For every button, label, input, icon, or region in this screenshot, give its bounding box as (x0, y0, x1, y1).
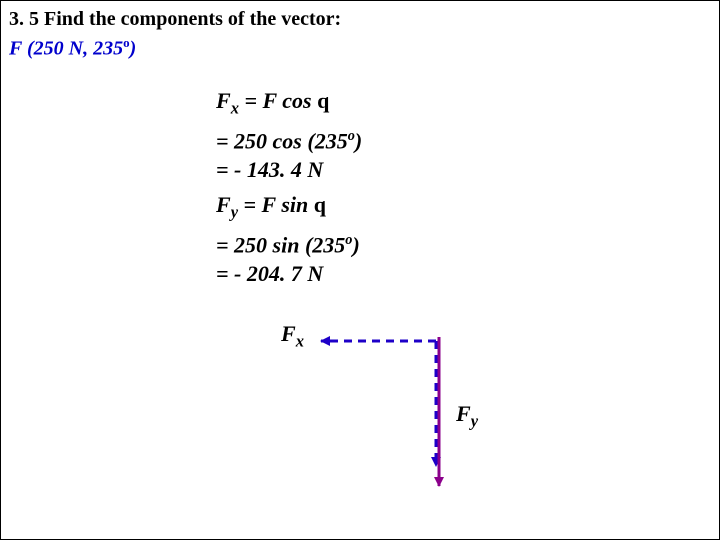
fx-block: Fx = F cos q = 250 cos (235o) = - 143. 4… (216, 87, 362, 184)
fy-F: F (216, 192, 231, 217)
vector-diagram: Fx Fy (261, 311, 521, 521)
fy-block: Fy = F sin q = 250 sin (235o) = - 204. 7… (216, 191, 360, 288)
fx-line-1: Fx = F cos q (216, 87, 362, 122)
problem-number: 3. 5 (9, 8, 39, 30)
problem-header: 3. 5 Find the components of the vector: … (9, 7, 341, 61)
fx-F: F (216, 88, 231, 113)
fx-l2-post: ) (355, 129, 362, 154)
vector-spec-close: ) (130, 38, 137, 60)
fx-mid: = F cos (239, 88, 317, 113)
fx-l2-pre: = 250 cos (235 (216, 129, 348, 154)
fx-diagram-sub: x (296, 331, 304, 350)
vector-symbol: F (9, 38, 22, 60)
header-line-2: F (250 N, 235o) (9, 31, 341, 61)
problem-prompt: Find the components of the vector: (39, 8, 341, 30)
fy-l2-post: ) (352, 233, 359, 258)
page-root: 3. 5 Find the components of the vector: … (0, 0, 720, 540)
fy-line-2: = 250 sin (235o) (216, 226, 360, 259)
fy-mid: = F sin (238, 192, 314, 217)
fx-line-3: = - 143. 4 N (216, 156, 362, 184)
fy-diagram-F: F (456, 401, 471, 426)
fy-line-1: Fy = F sin q (216, 191, 360, 226)
fx-theta: q (317, 88, 329, 113)
fx-diagram-F: F (281, 321, 296, 346)
fy-diagram-sub: y (471, 411, 478, 430)
fx-line-2: = 250 cos (235o) (216, 122, 362, 155)
fx-l2-deg: o (348, 128, 355, 144)
fy-theta: q (314, 192, 326, 217)
header-line-1: 3. 5 Find the components of the vector: (9, 7, 341, 31)
fy-sub: y (231, 202, 238, 221)
fy-line-3: = - 204. 7 N (216, 260, 360, 288)
fx-diagram-label: Fx (281, 321, 304, 351)
fy-diagram-label: Fy (456, 401, 478, 431)
fy-l2-pre: = 250 sin (235 (216, 233, 345, 258)
vector-spec-open: (250 N, 235 (22, 38, 123, 60)
fx-sub: x (231, 98, 239, 117)
